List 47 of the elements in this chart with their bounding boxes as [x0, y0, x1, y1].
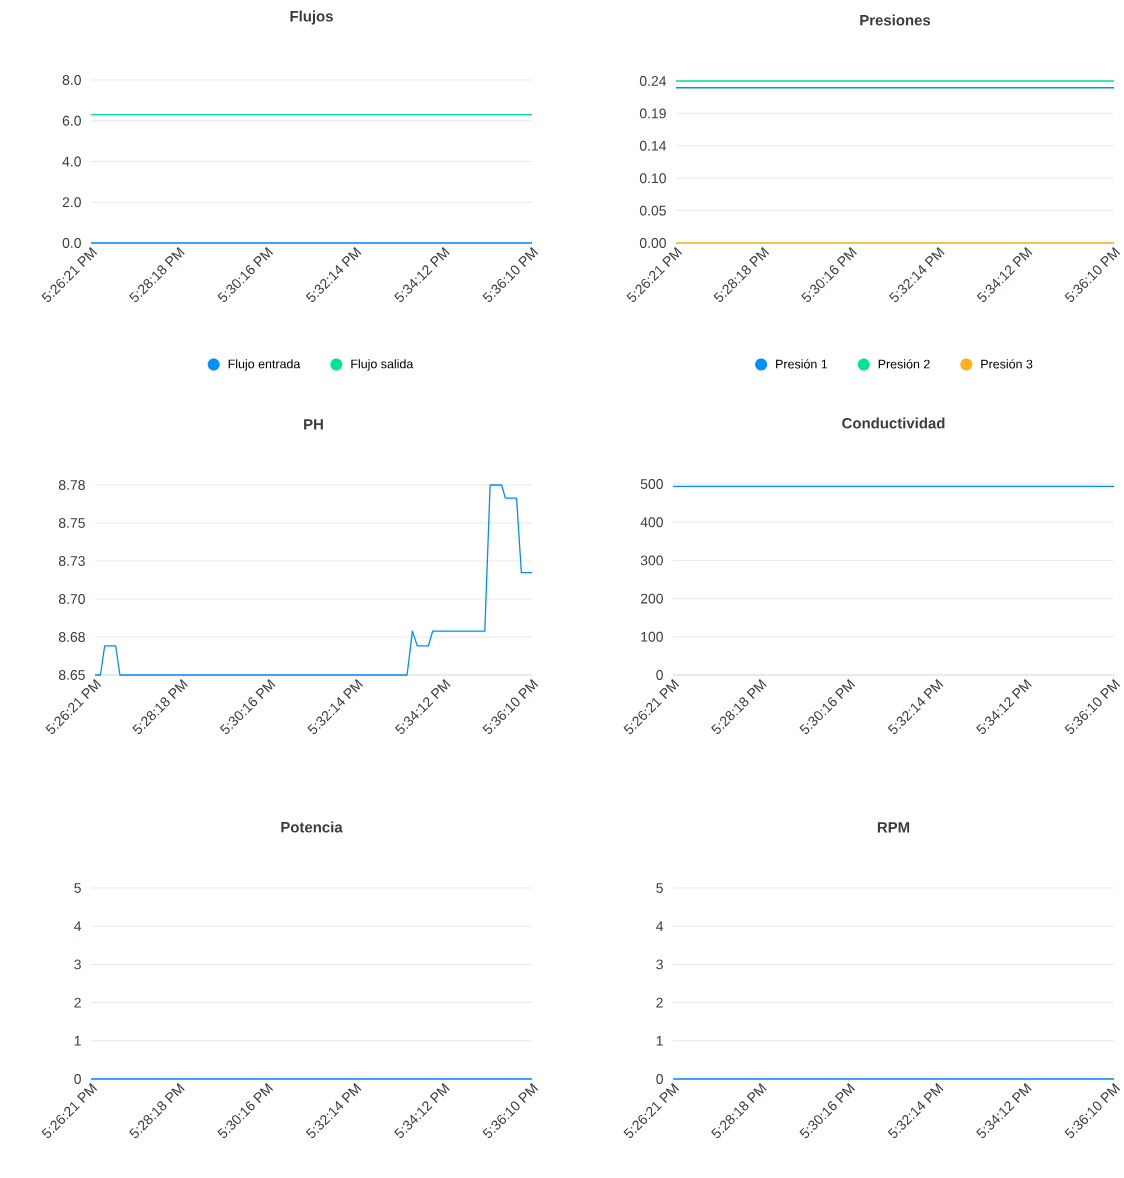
y-tick-label: 0 [74, 1074, 81, 1084]
legend-label: Presión 2 [878, 359, 930, 369]
legend-label: Flujo entrada [228, 359, 301, 371]
chart-title: Presiones [860, 14, 931, 26]
y-tick-label: 0.24 [639, 76, 667, 86]
chart-title: RPM [877, 822, 910, 833]
y-tick-label: 0.19 [639, 108, 666, 119]
y-tick-label: 3 [656, 959, 663, 970]
y-tick-label: 1 [74, 1036, 81, 1046]
y-tick-label: 8.75 [58, 518, 85, 528]
y-tick-label: 8.65 [58, 670, 85, 680]
y-tick-label: 0.14 [639, 140, 667, 151]
y-tick-label: 100 [641, 631, 663, 642]
y-tick-label: 2.0 [62, 197, 81, 208]
legend-label: Presión 3 [981, 359, 1033, 369]
chart-title: PH [304, 419, 323, 430]
y-tick-label: 500 [640, 479, 663, 489]
y-tick-label: 2 [74, 997, 81, 1008]
y-tick-label: 4 [74, 921, 82, 932]
y-tick-label: 8.78 [58, 480, 85, 490]
y-tick-label: 0 [656, 670, 663, 680]
y-tick-label: 200 [640, 593, 663, 604]
line-series [94, 484, 533, 676]
chart-title: Potencia [281, 821, 343, 833]
legend-label: Presión 1 [776, 359, 828, 369]
y-tick-label: 6.0 [62, 115, 81, 126]
y-tick-label: 400 [640, 517, 663, 528]
y-tick-label: 8.73 [58, 556, 85, 566]
y-tick-label: 5 [74, 883, 81, 893]
y-tick-label: 4 [656, 921, 664, 932]
y-tick-label: 4.0 [62, 156, 81, 167]
chart-title: Conductividad [842, 417, 945, 429]
y-tick-label: 0.10 [639, 173, 666, 184]
y-tick-label: 5 [656, 883, 663, 893]
y-tick-label: 0 [656, 1074, 663, 1084]
y-tick-label: 8.70 [58, 594, 85, 604]
chart-title: Flujos [290, 10, 333, 25]
y-tick-label: 0.05 [639, 205, 666, 216]
y-tick-label: 8.0 [62, 75, 81, 85]
legend-label: Flujo salida [351, 359, 414, 371]
y-tick-label: 0.0 [62, 238, 81, 248]
y-tick-label: 1 [656, 1036, 663, 1046]
y-tick-label: 8.68 [58, 632, 85, 642]
y-tick-label: 3 [74, 959, 81, 970]
y-tick-label: 2 [656, 997, 663, 1008]
y-tick-label: 0.00 [639, 238, 666, 248]
y-tick-label: 300 [640, 555, 663, 566]
